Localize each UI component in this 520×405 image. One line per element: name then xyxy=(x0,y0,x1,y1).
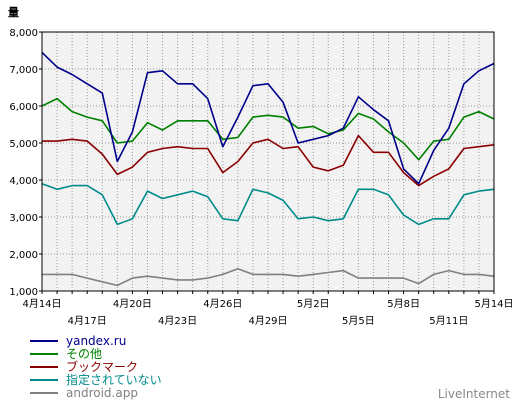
y-axis: 1,000 2,000 3,000 4,000 5,000 6,000 7,000 8,000 xyxy=(9,28,42,298)
x-tick-label: 5月5日 xyxy=(342,315,375,327)
x-tick-label: 4月17日 xyxy=(68,315,107,327)
legend-label: 指定されていない xyxy=(66,373,162,387)
brand-label: LiveInternet xyxy=(437,387,510,401)
legend-swatch xyxy=(30,391,58,394)
x-tick-label: 4月20日 xyxy=(113,298,152,310)
x-tick-label: 5月14日 xyxy=(474,298,513,310)
x-tick-label: 5月2日 xyxy=(297,298,330,310)
legend-swatch xyxy=(30,352,58,355)
legend-label: android.app xyxy=(66,386,138,400)
y-tick-label: 6,000 xyxy=(9,102,38,113)
y-axis-title: 量 xyxy=(8,6,19,19)
y-tick-label: 4,000 xyxy=(9,176,38,187)
series-lines xyxy=(41,51,495,287)
legend-item: yandex.ru xyxy=(30,334,162,348)
legend: yandex.ru その他 ブックマーク 指定されていない android.app xyxy=(30,334,162,400)
legend-item: 指定されていない xyxy=(30,373,162,387)
legend-swatch xyxy=(30,378,58,381)
y-tick-label: 1,000 xyxy=(9,287,38,298)
legend-item: android.app xyxy=(30,386,162,400)
legend-item: ブックマーク xyxy=(30,360,162,374)
legend-swatch xyxy=(30,365,58,368)
plot-border xyxy=(41,31,495,292)
x-tick-label: 4月29日 xyxy=(248,315,287,327)
x-tick-label: 4月26日 xyxy=(203,298,242,310)
y-tick-label: 3,000 xyxy=(9,213,38,224)
legend-label: その他 xyxy=(66,347,103,361)
x-tick-label: 5月8日 xyxy=(387,298,420,310)
x-tick-label: 5月11日 xyxy=(429,315,468,327)
series-line xyxy=(42,267,495,287)
series-line xyxy=(41,182,495,226)
series-line xyxy=(41,51,495,185)
y-tick-label: 8,000 xyxy=(9,28,38,39)
y-tick-label: 2,000 xyxy=(9,250,38,261)
grid xyxy=(42,32,494,291)
legend-label: ブックマーク xyxy=(66,360,139,374)
y-tick-label: 7,000 xyxy=(9,65,38,76)
legend-label: yandex.ru xyxy=(66,334,127,348)
x-tick-label: 4月14日 xyxy=(22,298,61,310)
y-tick-label: 5,000 xyxy=(9,139,38,150)
series-line xyxy=(42,134,495,187)
x-axis: 4月14日 4月20日 4月26日 5月2日 5月8日 5月14日 4月17日 4月23日 4月… xyxy=(22,291,514,327)
series-line xyxy=(41,97,495,161)
x-tick-label: 4月23日 xyxy=(158,315,197,327)
legend-swatch xyxy=(30,339,58,342)
legend-item: その他 xyxy=(30,347,162,361)
